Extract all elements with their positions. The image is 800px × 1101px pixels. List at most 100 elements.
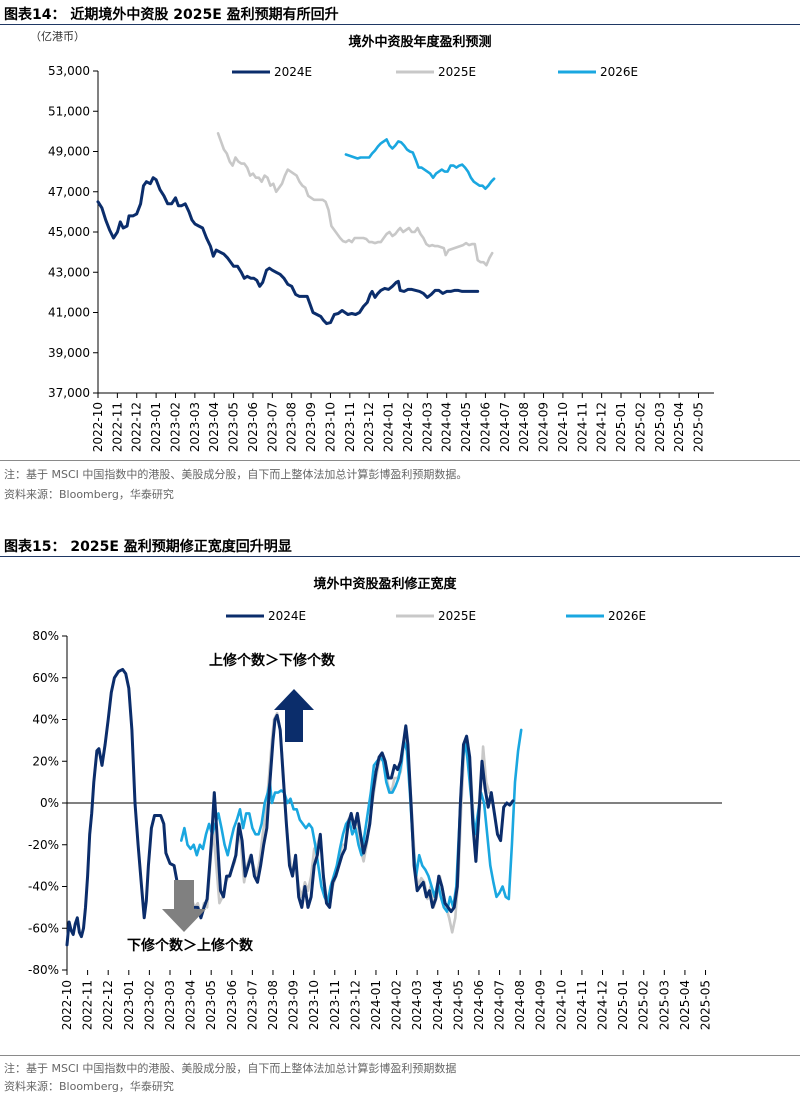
down-arrow-icon [162, 880, 206, 932]
figure15-footer-rule [0, 1055, 800, 1056]
x-tick-label: 2024-04 [431, 980, 445, 1030]
x-tick-label: 2022-11 [110, 402, 124, 452]
y-tick-label: 47,000 [48, 185, 90, 199]
x-tick-label: 2025-02 [637, 980, 651, 1030]
x-tick-label: 2024-05 [459, 402, 473, 452]
x-tick-label: 2024-07 [498, 402, 512, 452]
x-tick-label: 2023-01 [122, 980, 136, 1030]
x-tick-label: 2022-10 [60, 980, 74, 1030]
x-tick-label: 2023-10 [323, 402, 337, 452]
x-tick-label: 2023-11 [343, 402, 357, 452]
x-tick-label: 2024-10 [554, 980, 568, 1030]
x-tick-label: 2023-04 [207, 402, 221, 452]
legend-label-2026E: 2026E [600, 65, 638, 79]
figure15-note: 注：基于 MSCI 中国指数中的港股、美股成分股，自下而上整体法加总计算彭博盈利… [4, 1062, 457, 1075]
x-tick-label: 2025-03 [653, 402, 667, 452]
figure14-note: 注：基于 MSCI 中国指数中的港股、美股成分股，自下而上整体法加总计算彭博盈利… [4, 468, 468, 481]
x-tick-label: 2024-05 [451, 980, 465, 1030]
x-tick-label: 2025-01 [614, 402, 628, 452]
y-tick-label: -20% [28, 838, 59, 852]
x-tick-label: 2024-08 [513, 980, 527, 1030]
y-tick-label: 60% [32, 671, 59, 685]
x-tick-label: 2025-05 [699, 980, 713, 1030]
x-tick-label: 2023-06 [246, 402, 260, 452]
x-tick-label: 2025-04 [678, 980, 692, 1030]
x-tick-label: 2023-09 [287, 980, 301, 1030]
x-tick-label: 2023-05 [204, 980, 218, 1030]
x-tick-label: 2025-01 [616, 980, 630, 1030]
y-tick-label: 40% [32, 713, 59, 727]
x-tick-label: 2022-11 [81, 980, 95, 1030]
x-tick-label: 2023-01 [149, 402, 163, 452]
y-tick-label: 37,000 [48, 386, 90, 400]
y-tick-label: 49,000 [48, 145, 90, 159]
y-tick-label: 80% [32, 629, 59, 643]
annotation-upgrades-exceed: 上修个数＞下修个数 [209, 652, 336, 669]
x-tick-label: 2022-12 [130, 402, 144, 452]
x-tick-label: 2022-10 [91, 402, 105, 452]
series-line-2026E [344, 138, 496, 190]
y-tick-label: 41,000 [48, 306, 90, 320]
chart2-title: 境外中资股盈利修正宽度 [313, 576, 457, 592]
series-line-2024E [65, 667, 515, 947]
annotation-downgrades-exceed: 下修个数＞上修个数 [127, 937, 254, 954]
x-tick-label: 2024-08 [517, 402, 531, 452]
x-tick-label: 2024-11 [575, 402, 589, 452]
y-tick-label: -80% [28, 963, 59, 977]
x-tick-label: 2024-02 [401, 402, 415, 452]
y-tick-label: 43,000 [48, 265, 90, 279]
x-tick-label: 2025-05 [692, 402, 706, 452]
x-tick-label: 2024-02 [390, 980, 404, 1030]
revision-breadth-chart: -80% -60% -40% -20% 0% 20% 40% 60% 80% 2022-10 202… [28, 576, 722, 1030]
legend-label-2025E: 2025E [438, 65, 476, 79]
up-arrow-icon [274, 689, 314, 742]
x-tick-label: 2024-01 [382, 402, 396, 452]
x-tick-label: 2023-02 [168, 402, 182, 452]
series-line-2024E [96, 176, 480, 326]
legend-label-2024E: 2024E [274, 65, 312, 79]
x-tick-label: 2023-10 [307, 980, 321, 1030]
figure14-footer-rule [0, 460, 800, 461]
x-tick-label: 2023-03 [188, 402, 202, 452]
y-tick-label: -60% [28, 921, 59, 935]
x-tick-label: 2023-05 [227, 402, 241, 452]
x-tick-label: 2024-12 [595, 402, 609, 452]
x-tick-label: 2023-07 [245, 980, 259, 1030]
x-tick-label: 2025-02 [633, 402, 647, 452]
x-tick-label: 2025-03 [657, 980, 671, 1030]
legend-label-2026E: 2026E [608, 609, 646, 623]
y-tick-label: 39,000 [48, 346, 90, 360]
chart1-title: 境外中资股年度盈利预测 [348, 34, 491, 50]
x-tick-label: 2024-06 [472, 980, 486, 1030]
x-tick-label: 2024-03 [410, 980, 424, 1030]
legend-label-2024E: 2024E [268, 609, 306, 623]
figure15-source: 资料来源：Bloomberg，华泰研究 [4, 1080, 174, 1093]
y-tick-label: 51,000 [48, 104, 90, 118]
x-tick-label: 2023-11 [328, 980, 342, 1030]
x-tick-label: 2023-03 [163, 980, 177, 1030]
figure14-header: 图表14： 近期境外中资股 2025E 盈利预期有所回升 [4, 7, 339, 23]
y-tick-label: 53,000 [48, 64, 90, 78]
x-tick-label: 2024-03 [420, 402, 434, 452]
x-tick-label: 2023-02 [142, 980, 156, 1030]
x-tick-label: 2023-12 [362, 402, 376, 452]
earnings-forecast-chart: 37,000 39,000 41,000 43,000 45,000 47,000 49,0… [30, 30, 714, 452]
chart1-unit-label: （亿港币） [30, 30, 85, 43]
figure15-header: 图表15： 2025E 盈利预期修正宽度回升明显 [4, 539, 292, 555]
x-tick-label: 2024-01 [369, 980, 383, 1030]
x-tick-label: 2023-04 [184, 980, 198, 1030]
x-tick-label: 2023-07 [265, 402, 279, 452]
y-tick-label: 20% [32, 754, 59, 768]
x-tick-label: 2025-04 [672, 402, 686, 452]
figure14-header-rule [0, 24, 800, 25]
x-tick-label: 2024-11 [575, 980, 589, 1030]
x-tick-label: 2024-06 [478, 402, 492, 452]
x-tick-label: 2024-07 [493, 980, 507, 1030]
x-tick-label: 2024-09 [534, 980, 548, 1030]
figure14-source: 资料来源：Bloomberg，华泰研究 [4, 488, 174, 501]
x-tick-label: 2023-09 [304, 402, 318, 452]
x-tick-label: 2024-09 [537, 402, 551, 452]
x-tick-label: 2023-08 [285, 402, 299, 452]
x-tick-label: 2023-08 [266, 980, 280, 1030]
x-tick-label: 2022-12 [101, 980, 115, 1030]
